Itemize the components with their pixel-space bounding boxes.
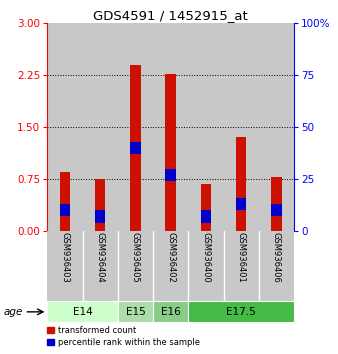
Bar [60, 172, 70, 231]
Bar [47, 23, 82, 231]
Bar [188, 302, 294, 322]
Text: GSM936403: GSM936403 [61, 232, 69, 283]
Bar [47, 302, 118, 322]
Text: E14: E14 [73, 307, 93, 317]
Bar [95, 210, 105, 223]
Bar [188, 23, 223, 231]
Bar [130, 64, 141, 231]
Text: GSM936405: GSM936405 [131, 232, 140, 283]
Bar [82, 231, 118, 302]
Bar [223, 23, 259, 231]
Text: E17.5: E17.5 [226, 307, 256, 317]
Bar [153, 302, 188, 322]
Text: GSM936406: GSM936406 [272, 232, 281, 283]
Bar [236, 198, 246, 210]
Bar [188, 231, 223, 302]
Text: age: age [4, 307, 23, 317]
Bar [259, 231, 294, 302]
Text: E16: E16 [161, 307, 180, 317]
Bar [236, 137, 246, 231]
Bar [95, 179, 105, 231]
Title: GDS4591 / 1452915_at: GDS4591 / 1452915_at [93, 9, 248, 22]
Bar [259, 23, 294, 231]
Bar [201, 210, 211, 223]
Text: GSM936404: GSM936404 [96, 232, 105, 283]
Bar [223, 231, 259, 302]
Bar [165, 169, 176, 181]
Bar [47, 231, 82, 302]
Text: E15: E15 [125, 307, 145, 317]
Bar [82, 23, 118, 231]
Bar [118, 231, 153, 302]
Bar [165, 74, 176, 231]
Bar [153, 23, 188, 231]
Bar [271, 204, 282, 216]
Bar [130, 142, 141, 154]
Bar [118, 23, 153, 231]
Bar [60, 204, 70, 216]
Bar [271, 177, 282, 231]
Bar [201, 184, 211, 231]
Text: GSM936401: GSM936401 [237, 232, 246, 283]
Bar [118, 302, 153, 322]
Legend: transformed count, percentile rank within the sample: transformed count, percentile rank withi… [47, 326, 200, 347]
Bar [153, 231, 188, 302]
Text: GSM936402: GSM936402 [166, 232, 175, 283]
Text: GSM936400: GSM936400 [201, 232, 211, 283]
